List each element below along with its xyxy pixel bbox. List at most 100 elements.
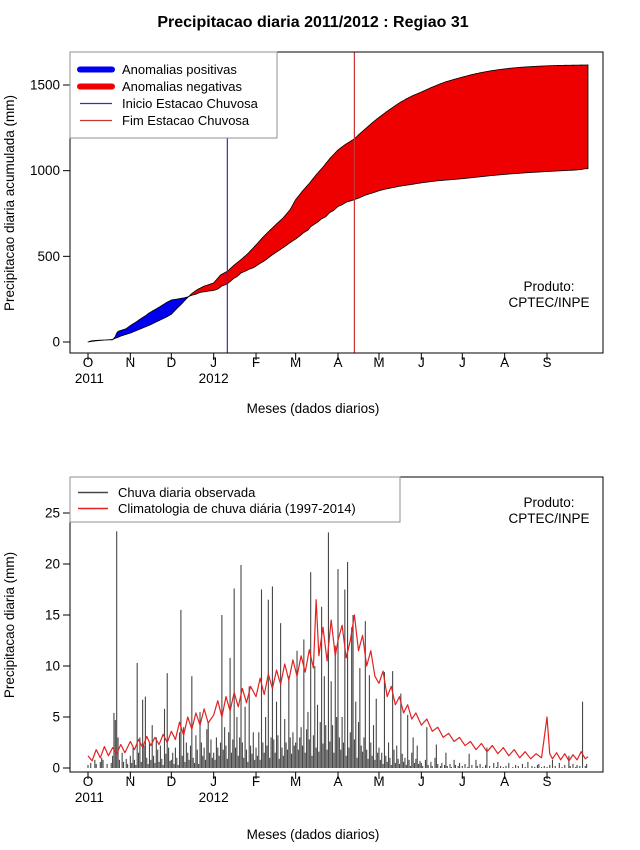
daily-rain-bar (367, 758, 369, 768)
daily-rain-bar (267, 599, 269, 768)
daily-rain-bar (441, 762, 443, 768)
daily-rain-bar (486, 747, 488, 768)
daily-rain-bar (418, 763, 420, 768)
daily-rain-bar (198, 763, 200, 768)
daily-rain-bar (495, 766, 498, 768)
daily-rain-bar (375, 698, 377, 768)
month-tick-label: S (543, 355, 552, 370)
daily-rain-bar (482, 766, 484, 768)
daily-rain-bar (521, 763, 523, 768)
daily-rain-bar (515, 764, 517, 768)
daily-rain-bar (195, 735, 197, 768)
daily-rain-bar (122, 761, 125, 768)
daily-rain-bar (307, 711, 309, 768)
daily-rain-bar (243, 757, 245, 768)
month-tick-label: D (166, 355, 176, 370)
legend-label-anomalias-negativas: Anomalias negativas (122, 79, 242, 94)
daily-rain-bar (366, 749, 368, 768)
daily-rain-bar (277, 735, 279, 768)
daily-rain-bar (161, 758, 163, 768)
daily-rain-bar (403, 761, 405, 768)
daily-rain-bar (228, 732, 230, 768)
y-tick-label: 0 (52, 335, 60, 350)
daily-rain-bar (554, 765, 556, 768)
daily-rain-bar (564, 764, 566, 768)
daily-rain-bar (174, 747, 176, 768)
daily-rain-bar (254, 759, 256, 768)
daily-rain-bar (311, 755, 313, 768)
daily-rain-bar (114, 720, 116, 768)
daily-rain-bar (255, 747, 257, 768)
daily-rain-bar (349, 732, 351, 768)
daily-rain-bar (348, 747, 350, 768)
daily-rain-bar (386, 761, 388, 768)
daily-rain-bar (213, 752, 215, 768)
daily-rain-bar (586, 763, 588, 768)
month-tick-label: A (333, 774, 342, 789)
daily-rain-bar (165, 753, 167, 768)
top-produto-line1: Produto: (523, 279, 574, 294)
daily-rain-bar (468, 753, 470, 768)
page-title: Precipitacao diaria 2011/2012 : Regiao 3… (157, 14, 468, 31)
daily-rain-bar (338, 737, 340, 768)
daily-rain-bar (459, 762, 461, 768)
top-x-axis-label: Meses (dados diarios) (247, 401, 380, 416)
daily-rain-bar (247, 761, 249, 768)
daily-rain-bar (464, 763, 466, 768)
daily-rain-bar (252, 732, 254, 768)
daily-rain-bar (360, 745, 362, 768)
daily-rain-bar (230, 752, 232, 768)
daily-rain-bar (569, 765, 571, 768)
daily-rain-bar (291, 753, 293, 768)
daily-rain-bar (405, 764, 407, 768)
daily-rain-bar (310, 572, 312, 768)
daily-rain-bar (334, 645, 336, 768)
daily-rain-bar (202, 755, 204, 768)
daily-rain-bar (347, 561, 349, 768)
daily-rain-bar (256, 755, 258, 768)
daily-rain-bar (147, 763, 149, 768)
daily-rain-bar (278, 758, 280, 768)
daily-rain-bar (177, 764, 179, 768)
daily-rain-bar (377, 752, 379, 768)
daily-rain-bar (471, 764, 473, 768)
daily-rain-bar (300, 727, 302, 768)
daily-rain-bar (435, 744, 437, 768)
daily-rain-bar (110, 762, 112, 768)
daily-rain-bar (450, 766, 452, 768)
month-tick-label: J (418, 774, 425, 789)
daily-rain-bar (187, 752, 189, 768)
daily-rain-bar (446, 765, 448, 768)
daily-rain-bar (401, 753, 403, 768)
daily-rain-bar (449, 763, 451, 768)
daily-rain-bar (392, 671, 394, 768)
daily-rain-bar (336, 717, 338, 768)
top-produto-line2: CPTEC/INPE (508, 295, 589, 310)
legend-label-climatologia: Climatologia de chuva diária (1997-2014) (118, 501, 356, 516)
climatology-daily-line (87, 599, 589, 762)
daily-rain-bar (434, 757, 436, 768)
daily-rain-bar (178, 732, 181, 768)
daily-rain-bar (138, 752, 140, 768)
daily-rain-bar (330, 681, 332, 768)
daily-rain-bar (144, 696, 146, 768)
daily-rain-bar (99, 761, 101, 768)
daily-rain-bar (157, 749, 159, 768)
daily-rain-bar (393, 749, 395, 768)
y-tick-label: 25 (45, 506, 60, 521)
month-tick-label: J (210, 774, 217, 789)
daily-rain-bar (168, 747, 170, 768)
daily-rain-bar (288, 676, 290, 768)
daily-rain-bar (163, 708, 166, 768)
daily-rain-bar (239, 737, 241, 768)
daily-rain-bar (534, 766, 536, 768)
bottom-y-axis-label: Precipitacao diaria (mm) (2, 552, 17, 698)
daily-rain-bar (420, 762, 422, 768)
daily-rain-bar (259, 759, 261, 768)
daily-rain-bar (232, 739, 234, 768)
daily-rain-bar (226, 758, 228, 768)
daily-rain-bar (383, 672, 385, 768)
daily-rain-bar (368, 675, 370, 768)
daily-rain-bar (329, 741, 331, 768)
